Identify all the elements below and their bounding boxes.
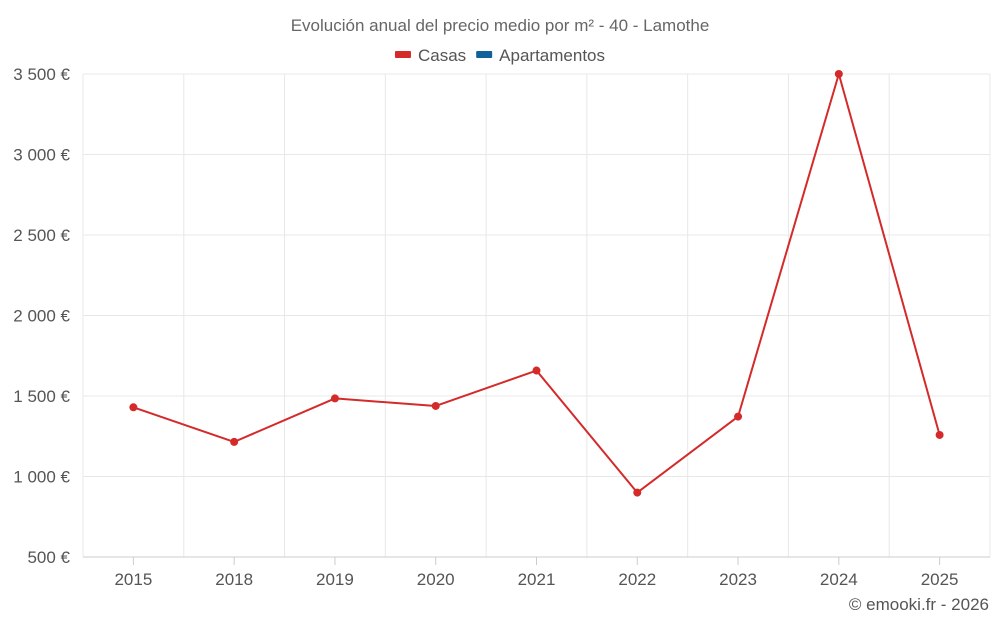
chart-title: Evolución anual del precio medio por m² … [291,16,710,35]
series-line [133,73,941,494]
data-point[interactable] [834,70,843,78]
data-point[interactable] [532,366,541,375]
series-layer [129,70,944,497]
y-tick-label: 3 000 € [13,146,70,165]
x-tick-label: 2019 [316,570,354,589]
x-tick-label: 2022 [618,570,656,589]
data-point[interactable] [129,403,138,412]
grid-lines [82,73,991,558]
x-tick-label: 2023 [719,570,757,589]
y-axis: 500 € 1 000 € 1 500 € 2 000 € 2 500 € 3 000 €… [13,65,70,567]
y-tick-label: 2 500 € [13,226,70,245]
legend-swatch [476,51,493,58]
data-point[interactable] [633,488,642,497]
x-tick-label: 2021 [518,570,556,589]
legend-label: Apartamentos [499,46,605,65]
y-tick-label: 500 € [27,548,70,567]
legend-label: Casas [418,46,466,65]
series-casas [129,70,944,497]
y-tick-label: 3 500 € [13,65,70,84]
x-tick-label: 2024 [820,570,858,589]
y-tick-label: 1 000 € [13,468,70,487]
x-tick-label: 2018 [215,570,253,589]
x-tick-label: 2020 [417,570,455,589]
data-point[interactable] [230,437,239,446]
y-tick-label: 1 500 € [13,387,70,406]
data-point[interactable] [935,430,944,439]
legend-item-apartamentos[interactable]: Apartamentos [476,46,605,65]
y-tick-label: 2 000 € [13,307,70,326]
data-point[interactable] [330,394,339,403]
legend-item-casas[interactable]: Casas [394,46,466,65]
chart-legend: Casas Apartamentos [394,46,605,65]
data-point[interactable] [734,412,743,421]
data-point[interactable] [431,401,440,410]
x-tick-label: 2015 [114,570,152,589]
credit-text: © emooki.fr - 2026 [849,595,989,614]
x-axis: 2015 2018 2019 2020 2021 2022 2023 2024 2025 [114,557,959,589]
x-tick-label: 2025 [921,570,959,589]
legend-swatch [394,51,411,58]
